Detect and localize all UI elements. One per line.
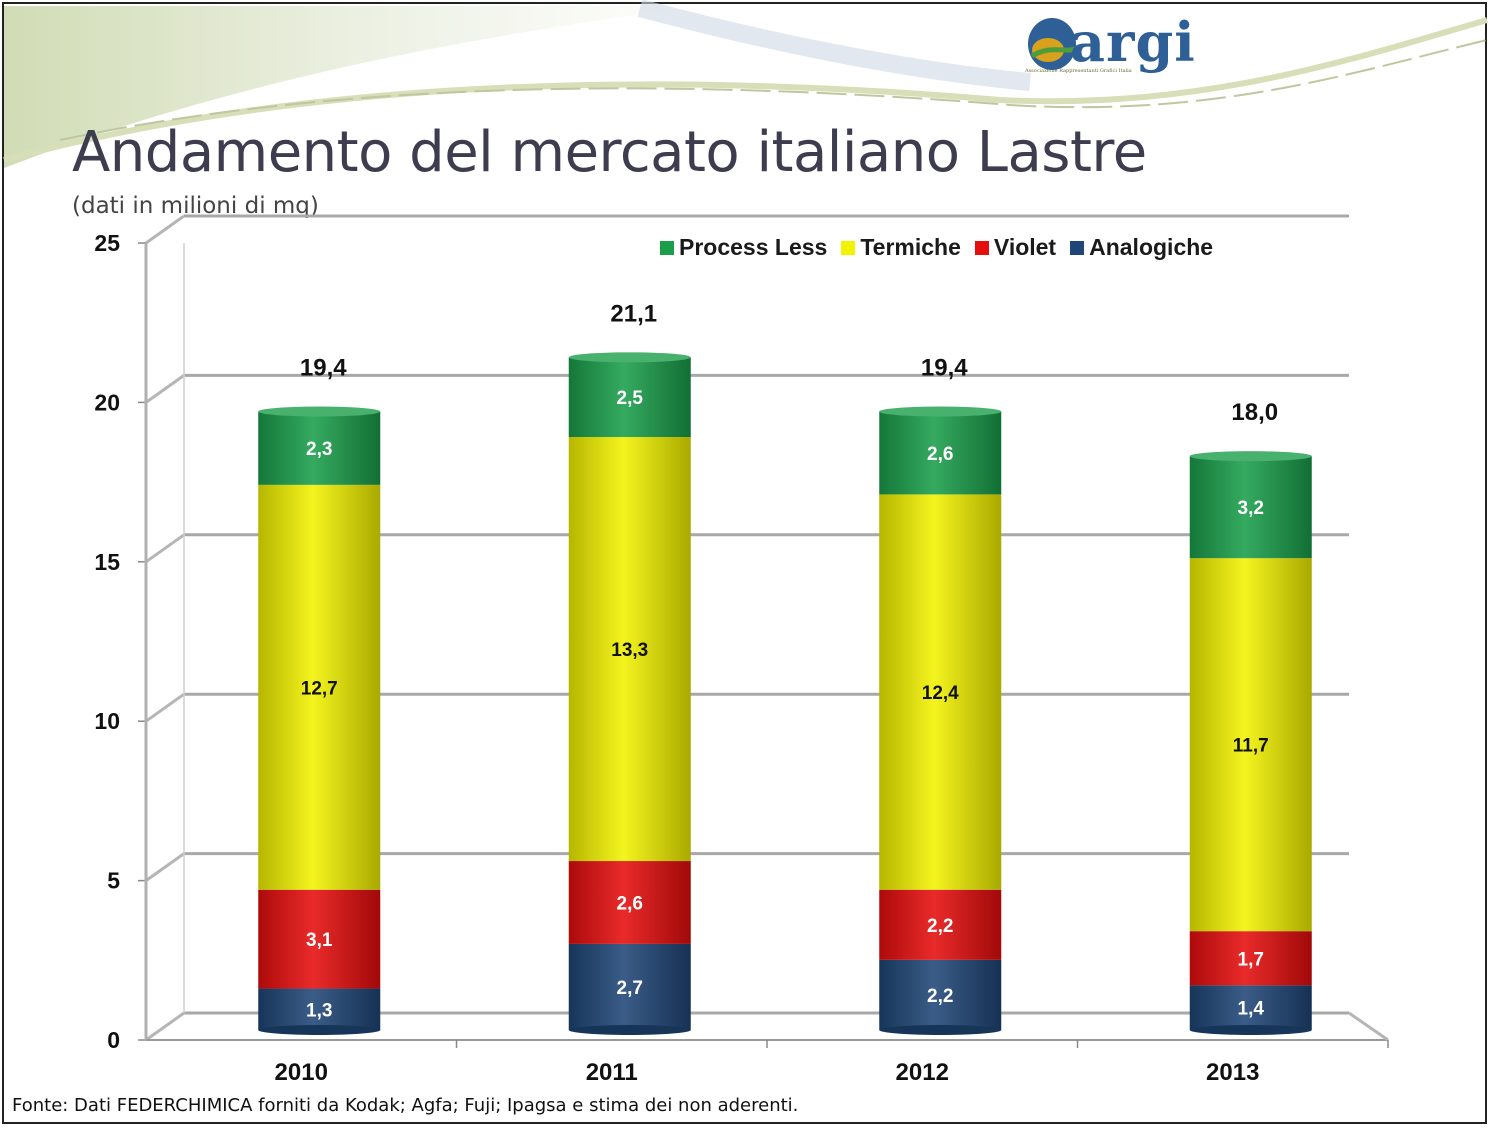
y-tick-label: 10	[94, 708, 120, 734]
bar-segment	[1189, 985, 1312, 1030]
bar-segment	[1189, 558, 1312, 932]
bar-segment	[258, 988, 381, 1030]
bar-segment	[258, 411, 381, 485]
legend-swatch	[660, 240, 674, 255]
y-tick-label: 5	[107, 868, 120, 894]
bar-segment	[1189, 931, 1312, 986]
x-tick-label: 2013	[1206, 1059, 1259, 1086]
bar-segment	[1189, 456, 1312, 559]
bar-value-label: 12,7	[301, 678, 338, 699]
legend-label: Analogiche	[1089, 234, 1214, 260]
gridline-side	[145, 374, 185, 404]
bar-value-label: 3,2	[1238, 498, 1264, 519]
bar-value-label: 2,2	[927, 986, 953, 1007]
gridline-side	[145, 1011, 185, 1042]
x-tick-label: 2010	[275, 1059, 328, 1086]
bar-segment	[879, 494, 1002, 890]
legend-swatch	[1070, 240, 1085, 255]
legend-label: Termiche	[860, 234, 961, 260]
bar-value-label: 11,7	[1233, 736, 1269, 757]
bar-segment	[568, 437, 691, 862]
bar-segment	[568, 861, 691, 944]
bar-segment	[258, 889, 381, 989]
bar-value-label: 1,7	[1238, 949, 1264, 970]
x-tick-label: 2011	[586, 1059, 638, 1086]
logo-wordmark: argi	[1070, 10, 1196, 74]
legend-swatch	[841, 240, 856, 255]
bar-value-label: 2,2	[927, 916, 953, 937]
legend-label: Process Less	[679, 234, 828, 260]
bar-bottom-cap	[879, 1025, 1002, 1035]
chart-legend: Process Less Termiche Violet Analogiche	[660, 234, 1213, 261]
bar-top-cap	[1189, 451, 1312, 462]
source-note: Fonte: Dati FEDERCHIMICA forniti da Koda…	[12, 1095, 799, 1116]
argi-logo-icon	[1028, 18, 1079, 70]
bar-value-label: 2,6	[617, 893, 643, 914]
bar-value-label: 3,1	[306, 930, 333, 951]
gridline-side	[145, 214, 185, 245]
bar-value-label: 2,6	[927, 444, 953, 465]
bar-value-label: 13,3	[611, 640, 648, 661]
bar-total-label: 19,4	[300, 355, 347, 382]
gridline-side	[145, 533, 185, 564]
logo-tagline: Associazione Rappresentanti Grafici Ital…	[1025, 68, 1132, 74]
page-title: Andamento del mercato italiano Lastre	[72, 120, 1147, 185]
bar-segment	[258, 484, 381, 890]
gridline-side	[145, 852, 185, 882]
y-tick-label: 25	[94, 230, 120, 256]
floor-edge	[1348, 1011, 1389, 1042]
bar-segment	[568, 357, 691, 438]
bar-top-cap	[568, 352, 691, 363]
legend-label: Violet	[993, 234, 1057, 260]
bar-total-label: 18,0	[1231, 399, 1278, 426]
bar-bottom-cap	[258, 1025, 381, 1035]
y-tick-label: 0	[107, 1027, 120, 1053]
bar-total-label: 19,4	[921, 355, 968, 382]
legend-item: Violet	[974, 234, 1057, 261]
bar-value-label: 2,7	[617, 978, 643, 999]
x-tick-label: 2012	[896, 1059, 949, 1086]
bar-value-label: 2,5	[617, 388, 644, 409]
bar-value-label: 12,4	[922, 683, 959, 704]
bar-segment	[879, 889, 1002, 960]
bar-top-cap	[258, 406, 381, 417]
y-tick-label: 15	[94, 549, 120, 575]
y-tick-label: 20	[94, 389, 120, 415]
bar-value-label: 2,3	[306, 439, 332, 460]
bar-segment	[879, 411, 1002, 495]
bar-value-label: 1,4	[1238, 999, 1265, 1020]
bar-top-cap	[879, 406, 1002, 417]
bar-segment	[568, 943, 691, 1030]
legend-swatch	[974, 240, 989, 255]
bar-bottom-cap	[568, 1025, 691, 1035]
bar-value-label: 1,3	[306, 1000, 332, 1021]
legend-item: Termiche	[841, 234, 961, 261]
legend-item: Analogiche	[1070, 234, 1213, 261]
bar-segment	[879, 959, 1002, 1030]
bar-bottom-cap	[1189, 1025, 1312, 1035]
legend-item: Process Less	[660, 234, 827, 261]
gridline-side	[145, 692, 185, 723]
bar-total-label: 21,1	[610, 300, 657, 327]
